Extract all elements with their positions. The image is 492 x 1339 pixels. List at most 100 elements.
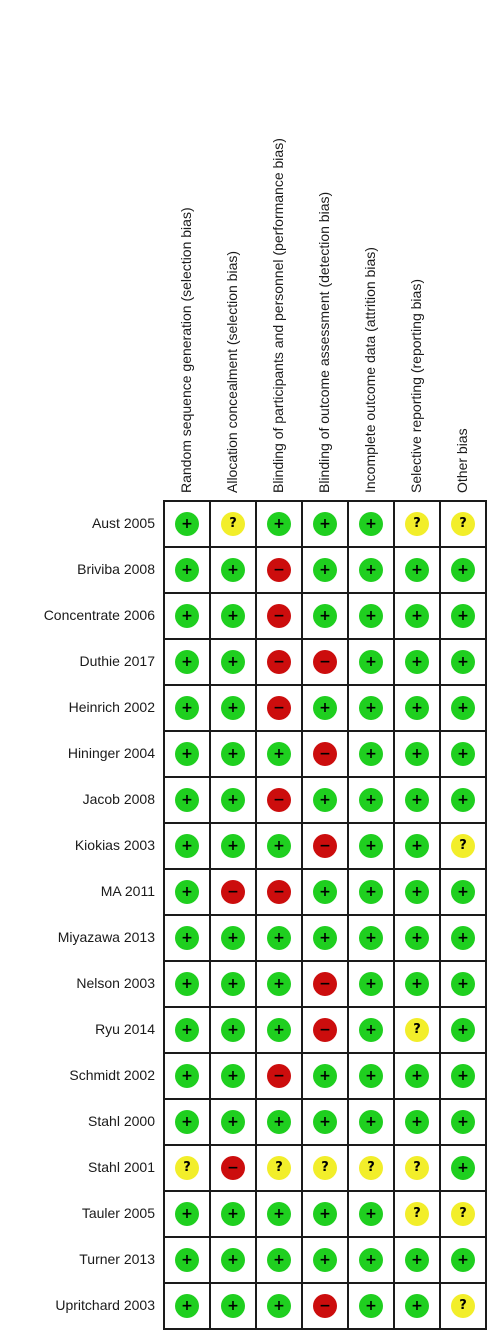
low-risk-icon: +: [221, 788, 245, 812]
low-risk-icon: +: [405, 834, 429, 858]
rating-cell: +: [163, 1282, 211, 1330]
low-risk-icon: +: [405, 880, 429, 904]
high-risk-icon: −: [221, 880, 245, 904]
rating-cell: +: [163, 684, 211, 732]
low-risk-icon: +: [175, 972, 199, 996]
low-risk-icon: +: [313, 512, 337, 536]
low-risk-icon: +: [359, 1110, 383, 1134]
rating-cell: +: [163, 592, 211, 640]
low-risk-icon: +: [405, 742, 429, 766]
rating-cell: +: [439, 1006, 487, 1054]
low-risk-icon: +: [313, 1110, 337, 1134]
rating-cell: +: [347, 500, 395, 548]
rating-cell: +: [439, 1144, 487, 1192]
rating-cell: +: [347, 822, 395, 870]
rating-cell: ?: [393, 1190, 441, 1238]
low-risk-icon: +: [405, 604, 429, 628]
low-risk-icon: +: [267, 512, 291, 536]
study-label: Kiokias 2003: [74, 837, 155, 853]
low-risk-icon: +: [451, 1156, 475, 1180]
rating-cell: +: [347, 1190, 395, 1238]
rating-cell: +: [393, 1052, 441, 1100]
study-label: Stahl 2001: [88, 1159, 155, 1175]
study-label: Heinrich 2002: [68, 699, 155, 715]
rating-cell: +: [393, 776, 441, 824]
rating-cell: +: [347, 868, 395, 916]
rating-cell: +: [209, 638, 257, 686]
unclear-risk-icon: ?: [405, 1156, 429, 1180]
unclear-risk-icon: ?: [267, 1156, 291, 1180]
rating-cell: +: [209, 546, 257, 594]
rating-cell: +: [347, 914, 395, 962]
low-risk-icon: +: [359, 1202, 383, 1226]
rating-cell: +: [163, 1190, 211, 1238]
low-risk-icon: +: [175, 788, 199, 812]
low-risk-icon: +: [405, 788, 429, 812]
high-risk-icon: −: [313, 1294, 337, 1318]
low-risk-icon: +: [221, 1110, 245, 1134]
unclear-risk-icon: ?: [175, 1156, 199, 1180]
rating-cell: +: [301, 1236, 349, 1284]
low-risk-icon: +: [267, 834, 291, 858]
rating-cell: +: [347, 684, 395, 732]
high-risk-icon: −: [313, 1018, 337, 1042]
low-risk-icon: +: [405, 1248, 429, 1272]
rating-cell: +: [209, 684, 257, 732]
rating-cell: +: [301, 1098, 349, 1146]
low-risk-icon: +: [313, 1064, 337, 1088]
rating-cell: +: [163, 638, 211, 686]
rating-cell: +: [209, 1006, 257, 1054]
low-risk-icon: +: [221, 972, 245, 996]
rating-cell: +: [209, 730, 257, 778]
low-risk-icon: +: [221, 834, 245, 858]
rating-cell: ?: [347, 1144, 395, 1192]
low-risk-icon: +: [221, 558, 245, 582]
low-risk-icon: +: [313, 1248, 337, 1272]
rating-cell: +: [301, 546, 349, 594]
low-risk-icon: +: [359, 558, 383, 582]
high-risk-icon: −: [267, 604, 291, 628]
low-risk-icon: +: [451, 1064, 475, 1088]
rating-cell: −: [255, 546, 303, 594]
low-risk-icon: +: [451, 1018, 475, 1042]
low-risk-icon: +: [267, 972, 291, 996]
high-risk-icon: −: [221, 1156, 245, 1180]
risk-of-bias-grid: +? + + +?? + + − + + + + + + − + + + + + + − − + + + + + − + + + + + + + − +…: [163, 500, 487, 1330]
table-row: + + + − + +?: [163, 1282, 487, 1330]
low-risk-icon: +: [221, 1294, 245, 1318]
rating-cell: +: [393, 546, 441, 594]
table-row: + + + − + + +: [163, 960, 487, 1008]
study-label: Jacob 2008: [82, 791, 155, 807]
rating-cell: +: [439, 776, 487, 824]
rating-cell: −: [301, 730, 349, 778]
low-risk-icon: +: [359, 650, 383, 674]
rating-cell: +: [393, 592, 441, 640]
rating-cell: −: [301, 638, 349, 686]
rating-cell: ?: [393, 1144, 441, 1192]
rating-cell: +: [439, 730, 487, 778]
study-label: Upritchard 2003: [55, 1297, 155, 1313]
column-header-label: Allocation concealment (selection bias): [224, 250, 240, 493]
rating-cell: +: [347, 638, 395, 686]
table-row: + + + + + + +: [163, 914, 487, 962]
study-label: Turner 2013: [79, 1251, 155, 1267]
study-label: Briviba 2008: [77, 561, 155, 577]
low-risk-icon: +: [313, 696, 337, 720]
rating-cell: +: [209, 1282, 257, 1330]
low-risk-icon: +: [405, 1064, 429, 1088]
unclear-risk-icon: ?: [405, 1018, 429, 1042]
rating-cell: −: [301, 822, 349, 870]
rating-cell: ?: [439, 500, 487, 548]
rating-cell: +: [163, 1006, 211, 1054]
low-risk-icon: +: [405, 650, 429, 674]
unclear-risk-icon: ?: [405, 1202, 429, 1226]
low-risk-icon: +: [313, 880, 337, 904]
table-row: + + − + + + +: [163, 546, 487, 594]
table-row: + + + + + + +: [163, 1236, 487, 1284]
rating-cell: +: [255, 960, 303, 1008]
rating-cell: +: [393, 960, 441, 1008]
low-risk-icon: +: [175, 1018, 199, 1042]
rating-cell: +: [439, 684, 487, 732]
low-risk-icon: +: [451, 926, 475, 950]
low-risk-icon: +: [451, 696, 475, 720]
